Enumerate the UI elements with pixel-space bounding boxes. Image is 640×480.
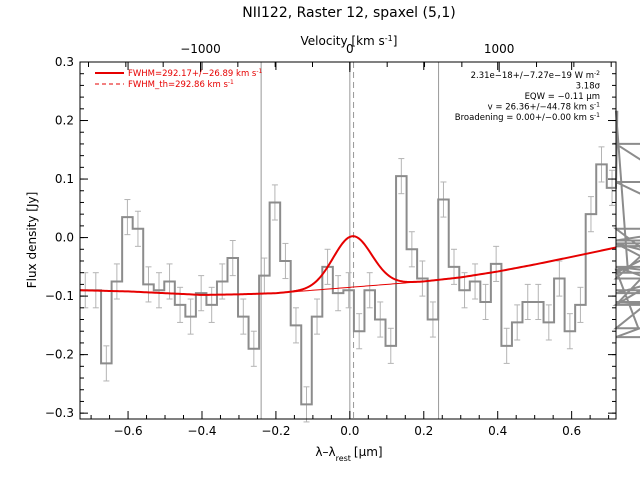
y-axis-label: Flux density [Jy] <box>25 192 39 289</box>
fit-curves <box>79 235 617 296</box>
annotation-2: EQW = −0.11 μm <box>525 92 600 102</box>
top-tick-label-1: 0 <box>346 42 354 56</box>
annotation-3: v = 26.36+/−44.78 km s-1 <box>488 101 601 113</box>
y-tick-label-5: 0.2 <box>55 114 74 128</box>
x-tick-label-6: 0.6 <box>562 424 581 438</box>
x-tick-label-2: −0.2 <box>261 424 290 438</box>
y-tick-label-6: 0.3 <box>55 55 74 69</box>
x-axis-label-sub: rest <box>336 454 351 463</box>
y-tick-label-1: −0.2 <box>45 348 74 362</box>
top-tick-label-0: −1000 <box>180 42 221 56</box>
top-axis-label-sup: -1 <box>385 34 393 43</box>
chart-title: NII122, Raster 12, spaxel (5,1) <box>242 5 455 21</box>
plot-frame <box>79 61 617 420</box>
spectrum-line <box>80 110 640 406</box>
x-tick-label-5: 0.4 <box>488 424 507 438</box>
top-axis-label: Velocity [km s-1] <box>301 34 398 49</box>
top-tick-label-2: 1000 <box>484 42 515 56</box>
error-bars <box>82 146 616 423</box>
annotation-1: 3.18σ <box>576 82 601 92</box>
spectrum-histogram <box>80 110 640 406</box>
y-tick-label-2: −0.1 <box>45 289 74 303</box>
x-tick-label-3: 0.0 <box>340 424 359 438</box>
annotation-0: 2.31e−18+/−7.27e−19 W m-2 <box>471 70 601 82</box>
y-tick-label-3: 0.0 <box>55 231 74 245</box>
annotation-4: Broadening = 0.00+/−0.00 km s-1 <box>455 112 600 124</box>
x-tick-label-1: −0.4 <box>187 424 216 438</box>
x-tick-label-0: −0.6 <box>113 424 142 438</box>
x-axis-label: λ–λrest [μm] <box>315 445 382 463</box>
legend: FWHM=292.17+/−26.89 km s-1FWHM_th=292.86… <box>95 68 263 91</box>
x-axis-ticks: −0.6 −0.4 −0.2 0.0 0.2 0.4 0.6 <box>90 62 610 438</box>
legend-label-0: FWHM=292.17+/−26.89 km s-1 <box>128 68 263 80</box>
y-tick-label-0: −0.3 <box>45 406 74 420</box>
y-tick-label-4: 0.1 <box>55 172 74 186</box>
y-axis-ticks: −0.3 −0.2 −0.1 0.0 0.1 0.2 0.3 <box>45 55 616 420</box>
continuum-fit-line <box>79 247 617 296</box>
x-tick-label-4: 0.2 <box>414 424 433 438</box>
top-axis-ticks: −1000 0 1000 <box>88 42 612 72</box>
legend-label-1: FWHM_th=292.86 km s-1 <box>128 79 234 91</box>
gaussian-fit-line <box>79 235 617 296</box>
